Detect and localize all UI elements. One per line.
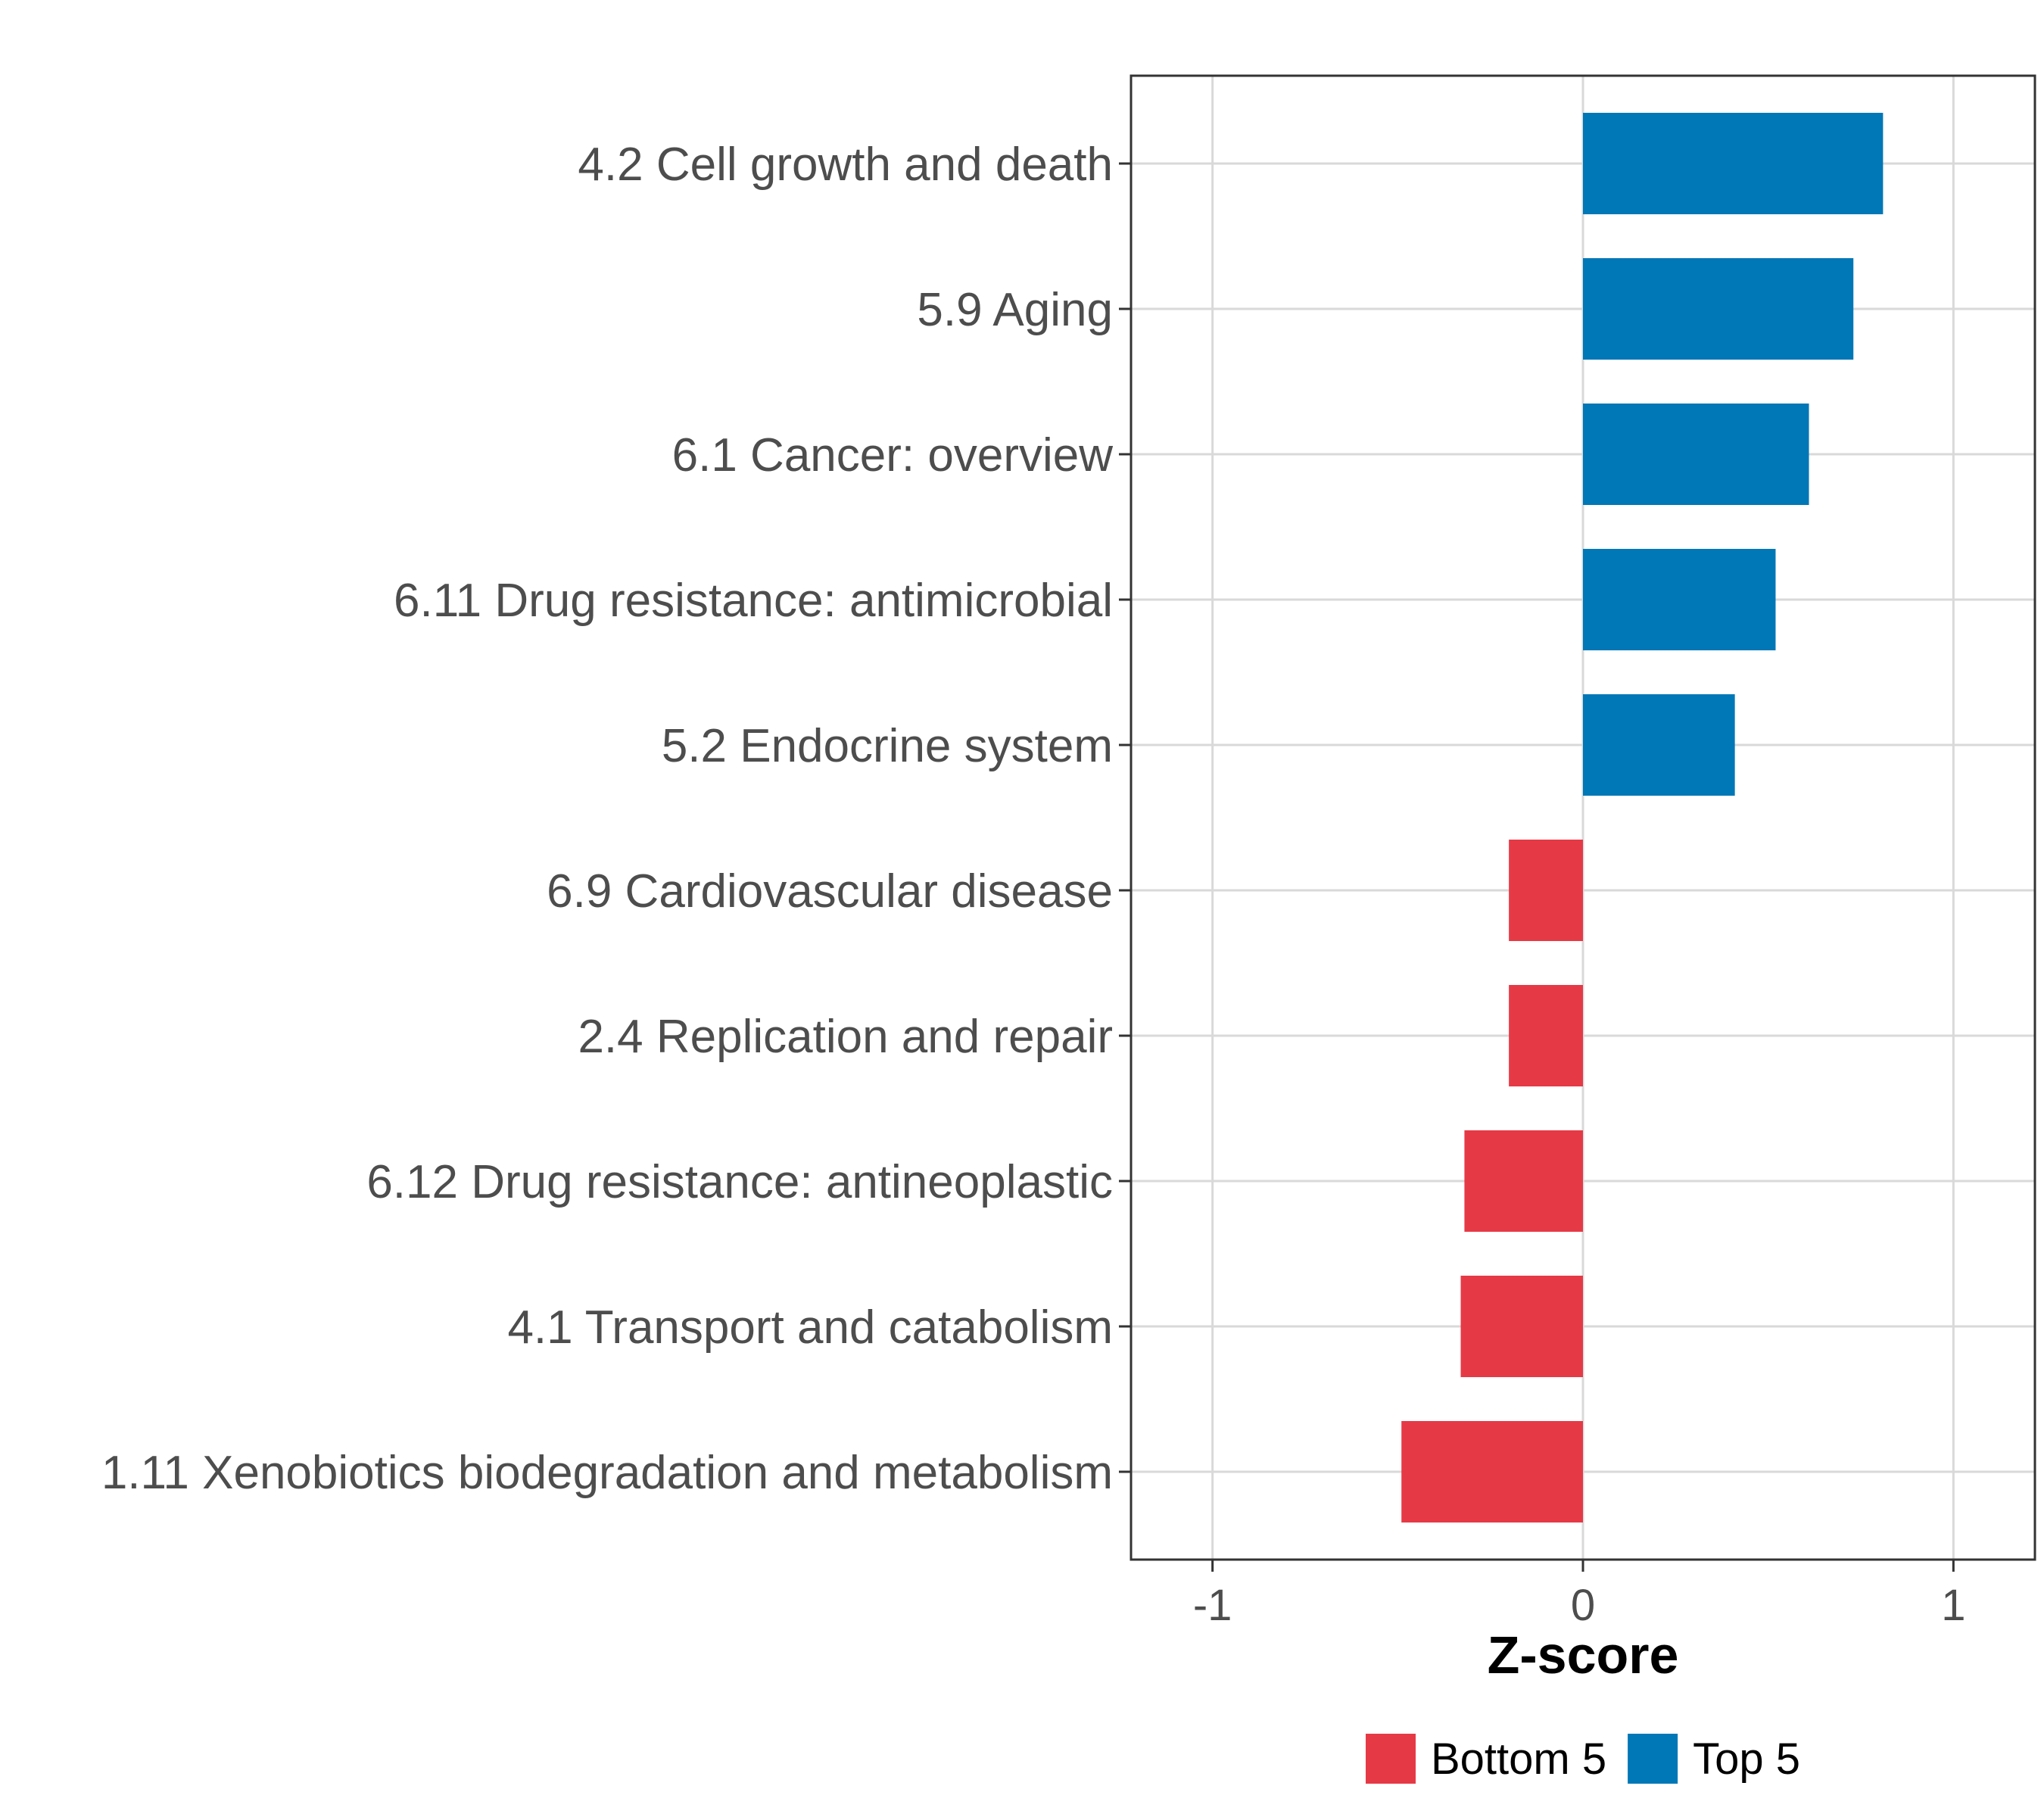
bar [1583, 694, 1735, 796]
bar [1583, 404, 1809, 505]
category-label: 5.2 Endocrine system [662, 720, 1113, 772]
x-tick-label: 0 [1571, 1581, 1595, 1630]
x-tick-label: 1 [1941, 1581, 1965, 1630]
legend: Bottom 5 Top 5 [1365, 1734, 1800, 1784]
legend-swatch [1365, 1734, 1416, 1784]
category-label: 2.4 Replication and repair [578, 1011, 1113, 1063]
category-label: 1.11 Xenobiotics biodegradation and meta… [101, 1447, 1113, 1499]
category-label: 6.9 Cardiovascular disease [547, 865, 1113, 918]
bar [1464, 1130, 1583, 1232]
category-label: 4.1 Transport and catabolism [507, 1301, 1113, 1354]
category-label: 5.9 Aging [917, 284, 1113, 336]
bar [1509, 985, 1583, 1086]
x-axis-title: Z-score [1488, 1625, 1679, 1685]
category-label: 6.11 Drug resistance: antimicrobial [394, 575, 1113, 627]
y-axis: 4.2 Cell growth and death 5.9 Aging 6.1 Ca… [101, 139, 1131, 1499]
category-label: 4.2 Cell growth and death [578, 139, 1113, 191]
x-axis: -1 0 1 [1193, 1560, 1965, 1630]
legend-label: Top 5 [1693, 1734, 1800, 1784]
bar [1583, 258, 1854, 360]
category-label: 6.1 Cancer: overview [672, 429, 1114, 482]
bar [1401, 1421, 1583, 1522]
bar [1509, 840, 1583, 941]
category-label: 6.12 Drug resistance: antineoplastic [366, 1156, 1113, 1208]
bar-layer [1401, 113, 1884, 1522]
legend-label: Bottom 5 [1431, 1734, 1606, 1784]
x-tick-label: -1 [1193, 1581, 1232, 1630]
bar [1583, 113, 1884, 214]
bar [1583, 549, 1776, 650]
legend-swatch [1628, 1734, 1678, 1784]
bar [1460, 1276, 1583, 1377]
